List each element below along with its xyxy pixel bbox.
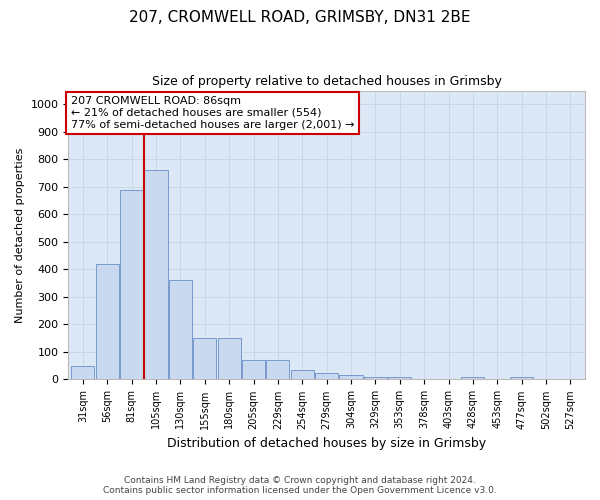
Bar	[364, 376, 387, 380]
Y-axis label: Number of detached properties: Number of detached properties	[15, 148, 25, 322]
Bar	[388, 376, 412, 380]
X-axis label: Distribution of detached houses by size in Grimsby: Distribution of detached houses by size …	[167, 437, 486, 450]
Bar	[510, 376, 533, 380]
Text: 207 CROMWELL ROAD: 86sqm
← 21% of detached houses are smaller (554)
77% of semi-: 207 CROMWELL ROAD: 86sqm ← 21% of detach…	[71, 96, 355, 130]
Text: Contains HM Land Registry data © Crown copyright and database right 2024.
Contai: Contains HM Land Registry data © Crown c…	[103, 476, 497, 495]
Bar	[218, 338, 241, 380]
Bar	[290, 370, 314, 380]
Bar	[193, 338, 217, 380]
Bar	[340, 376, 362, 380]
Bar	[120, 190, 143, 380]
Title: Size of property relative to detached houses in Grimsby: Size of property relative to detached ho…	[152, 75, 502, 88]
Text: 207, CROMWELL ROAD, GRIMSBY, DN31 2BE: 207, CROMWELL ROAD, GRIMSBY, DN31 2BE	[129, 10, 471, 25]
Bar	[461, 376, 484, 380]
Bar	[95, 264, 119, 380]
Bar	[266, 360, 289, 380]
Bar	[315, 372, 338, 380]
Bar	[71, 366, 94, 380]
Bar	[242, 360, 265, 380]
Bar	[145, 170, 167, 380]
Bar	[169, 280, 192, 380]
